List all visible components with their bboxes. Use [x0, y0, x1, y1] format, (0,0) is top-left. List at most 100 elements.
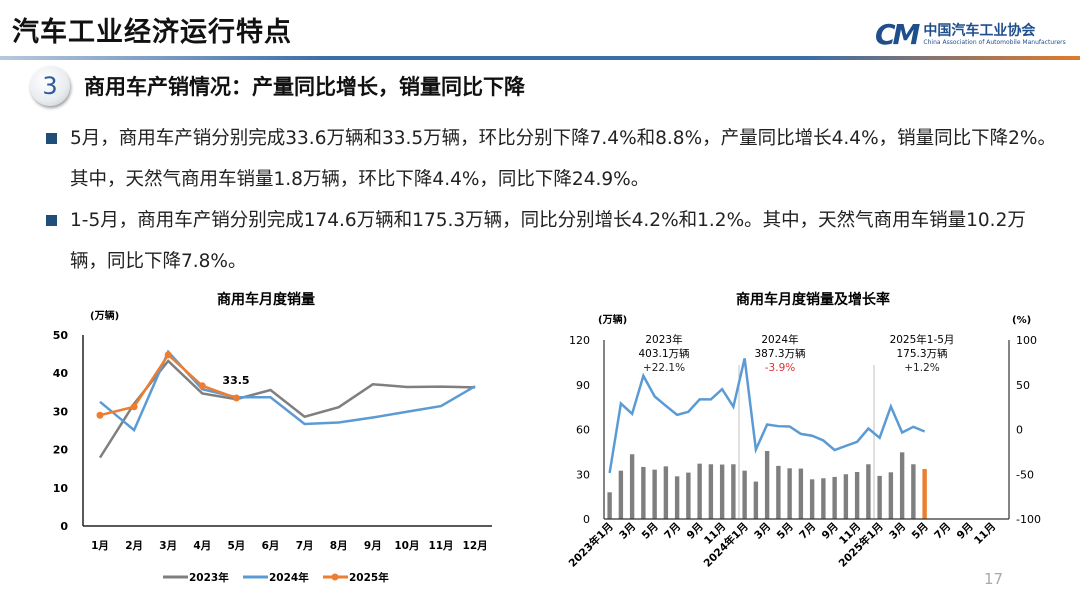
x-tick-label: 3月	[887, 521, 908, 542]
series-line-2024年	[99, 349, 476, 433]
sales-bar	[854, 472, 860, 519]
y-tick-label: 120	[569, 334, 590, 347]
sales-bar	[899, 452, 905, 519]
bullet-square-icon	[46, 133, 57, 144]
legend-label: 2023年	[189, 571, 229, 584]
data-label: 33.5	[222, 374, 249, 387]
sales-bar	[674, 476, 680, 519]
chart2-y2label: (%)	[1012, 315, 1031, 326]
logo-mark: CM	[875, 18, 920, 51]
chart2-ylabel: (万辆)	[598, 313, 627, 326]
sales-bar	[719, 464, 725, 519]
header-divider	[0, 56, 1080, 60]
x-tick-label: 7月	[662, 521, 683, 542]
sales-bar	[663, 466, 669, 519]
sales-bar	[708, 464, 714, 519]
legend-label: 2024年	[269, 571, 309, 584]
x-tick-label: 11月	[428, 540, 453, 552]
y-tick-label: 40	[53, 367, 69, 380]
monthly-sales-growth-chart: 商用车月度销量及增长率 (万辆) (%) 0 30 60 90 120 -100 -50 0 5…	[566, 291, 1041, 570]
section-title: 商用车产销情况：产量同比增长，销量同比下降	[84, 75, 525, 99]
bullet-square-icon	[46, 215, 57, 226]
annotation-growth: -3.9%	[765, 362, 795, 374]
section-number: 3	[30, 66, 70, 106]
annotation-total: 387.3万辆	[754, 347, 805, 360]
bullet-list: 5月，商用车产销分别完成33.6万辆和33.5万辆，环比分别下降7.4%和8.8…	[46, 118, 1058, 282]
y2-tick-label: -100	[1016, 513, 1041, 526]
y-tick-label: 10	[53, 482, 69, 495]
x-tick-label: 5月	[775, 521, 796, 542]
annotation-total: 175.3万辆	[896, 347, 947, 360]
sales-bar	[787, 468, 792, 519]
bullet-item: 5月，商用车产销分别完成33.6万辆和33.5万辆，环比分别下降7.4%和8.8…	[46, 118, 1058, 200]
annotation-year: 2024年	[761, 333, 798, 346]
legend-marker	[331, 573, 339, 581]
bullet-item: 1-5月，商用车产销分别完成174.6万辆和175.3万辆，同比分别增长4.2%…	[46, 200, 1058, 282]
sales-bar	[776, 465, 781, 519]
sales-bar	[753, 481, 759, 519]
bullet-text: 1-5月，商用车产销分别完成174.6万辆和175.3万辆，同比分别增长4.2%…	[70, 210, 1026, 272]
sales-bar	[607, 492, 612, 519]
x-tick-label: 3月	[752, 521, 773, 542]
sales-bar	[911, 464, 916, 519]
sales-bar	[798, 468, 804, 519]
data-point	[164, 351, 172, 359]
sales-bar	[809, 479, 815, 519]
sales-bar	[742, 470, 747, 519]
x-tick-label: 4月	[193, 540, 211, 552]
annotation-year: 2025年1-5月	[890, 333, 955, 346]
sales-bar	[641, 466, 646, 519]
sales-bar	[922, 469, 927, 519]
sales-bar	[618, 470, 624, 519]
y-tick-label: 30	[53, 405, 69, 418]
x-tick-label: 7月	[797, 521, 818, 542]
y-tick-label: 50	[53, 329, 69, 342]
sales-bar	[764, 450, 770, 519]
x-tick-label: 1月	[91, 540, 109, 552]
x-tick-label: 5月	[910, 521, 931, 542]
growth-rate-line	[608, 358, 926, 474]
x-tick-label: 7月	[296, 540, 314, 552]
x-tick-label: 2023年1月	[566, 520, 616, 570]
x-tick-label: 5月	[640, 521, 661, 542]
x-tick-label: 3月	[159, 540, 177, 552]
sales-bar	[832, 476, 837, 519]
y-tick-label: 0	[583, 513, 590, 526]
y2-tick-label: -50	[1016, 468, 1034, 481]
sales-bar	[629, 454, 635, 519]
chart1-title: 商用车月度销量	[217, 291, 315, 308]
logo-cn: 中国汽车工业协会	[923, 23, 1036, 39]
sales-bar	[821, 478, 826, 519]
sales-bar	[877, 475, 882, 519]
sales-bar	[652, 469, 657, 519]
annotation-year: 2023年	[645, 333, 682, 346]
x-tick-label: 6月	[262, 540, 280, 552]
data-point	[232, 394, 240, 402]
x-tick-label: 5月	[227, 540, 245, 552]
y2-tick-label: 0	[1016, 424, 1023, 437]
y-tick-label: 30	[576, 468, 590, 481]
annotation-growth: +1.2%	[904, 362, 939, 374]
x-tick-label: 9月	[364, 540, 382, 552]
data-point	[130, 403, 138, 411]
x-tick-label: 8月	[330, 540, 348, 552]
x-tick-label: 12月	[463, 540, 488, 552]
page-number: 17	[984, 570, 1004, 588]
sales-bar	[866, 464, 871, 519]
chart2-title: 商用车月度销量及增长率	[736, 291, 890, 308]
y-tick-label: 60	[576, 424, 590, 437]
x-tick-label: 2月	[125, 540, 143, 552]
caam-logo: CM 中国汽车工业协会 China Association of Automob…	[875, 18, 1066, 51]
page-title: 汽车工业经济运行特点	[12, 17, 292, 48]
monthly-sales-line-chart: 商用车月度销量 (万辆) 0 10 20 30 40 50 1月 2月 3月 4月 5月 6月 7月 8月…	[53, 291, 492, 584]
series-line-2025年	[99, 352, 237, 417]
y-tick-label: 0	[60, 520, 68, 533]
annotation-total: 403.1万辆	[638, 347, 689, 360]
sales-bar	[843, 474, 849, 519]
sales-bar	[888, 472, 894, 519]
y2-tick-label: 50	[1016, 379, 1030, 392]
chart1-ylabel: (万辆)	[90, 309, 119, 322]
sales-bar	[697, 463, 702, 519]
y-tick-label: 90	[576, 379, 590, 392]
logo-en: China Association of Automobile Manufact…	[923, 39, 1066, 46]
